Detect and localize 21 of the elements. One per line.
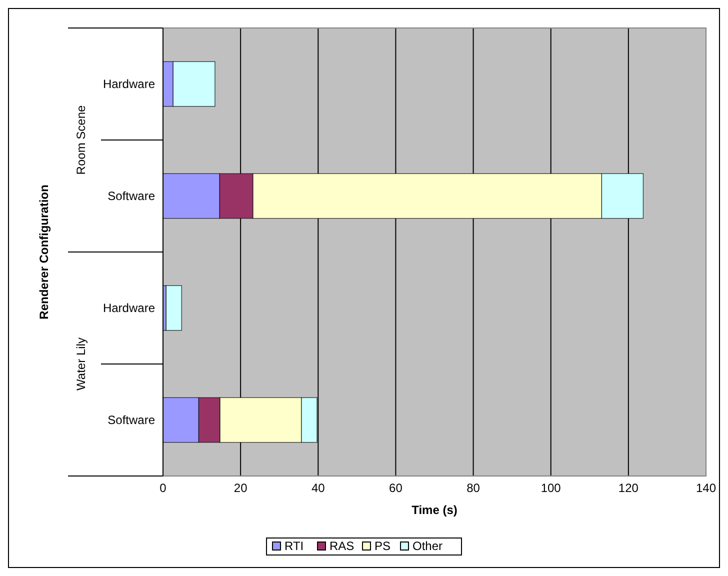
- bar: [166, 285, 182, 331]
- y-tick-label: Hardware: [102, 301, 156, 316]
- text: Water Lily: [74, 338, 88, 390]
- x-tick-label: 0: [160, 481, 167, 495]
- legend-label: RTI: [284, 539, 304, 554]
- y-tick-label: Software: [108, 189, 156, 204]
- legend-label: Other: [412, 539, 443, 554]
- x-axis-title: Time (s): [412, 503, 458, 517]
- y-tick-label: Software: [108, 413, 156, 428]
- x-tick-label: 40: [311, 481, 326, 495]
- x-tick-label: 80: [466, 481, 480, 495]
- y-tick-label: Hardware: [102, 77, 156, 92]
- legend-label: PS: [374, 539, 391, 554]
- text: Room Scene: [74, 104, 88, 175]
- x-tick-label: 60: [389, 481, 403, 495]
- y-axis-title: Renderer Configuration: [37, 184, 51, 320]
- x-tick-label: 120: [618, 481, 639, 495]
- x-tick-label: 100: [540, 481, 562, 495]
- legend-label: RAS: [330, 539, 354, 554]
- x-tick-label: 140: [696, 481, 716, 495]
- x-tick-label: 20: [234, 481, 248, 495]
